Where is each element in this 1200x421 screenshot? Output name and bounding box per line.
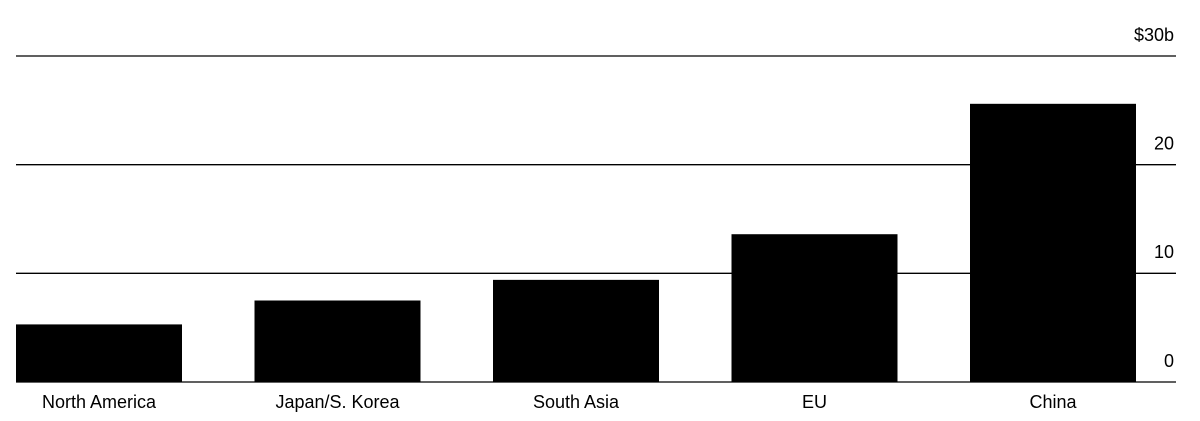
x-tick-label: China (1029, 392, 1077, 412)
y-tick-label: 20 (1154, 133, 1174, 153)
y-tick-label: 10 (1154, 242, 1174, 262)
x-tick-label: North America (42, 392, 157, 412)
bar (254, 300, 421, 382)
bar (970, 103, 1136, 383)
y-tick-label: $30b (1134, 25, 1174, 45)
y-tick-label: 0 (1164, 351, 1174, 371)
bar (731, 234, 898, 382)
bar (493, 279, 659, 382)
x-tick-label: South Asia (533, 392, 620, 412)
x-tick-label: Japan/S. Korea (275, 392, 400, 412)
x-tick-label: EU (802, 392, 827, 412)
bar (16, 324, 182, 382)
